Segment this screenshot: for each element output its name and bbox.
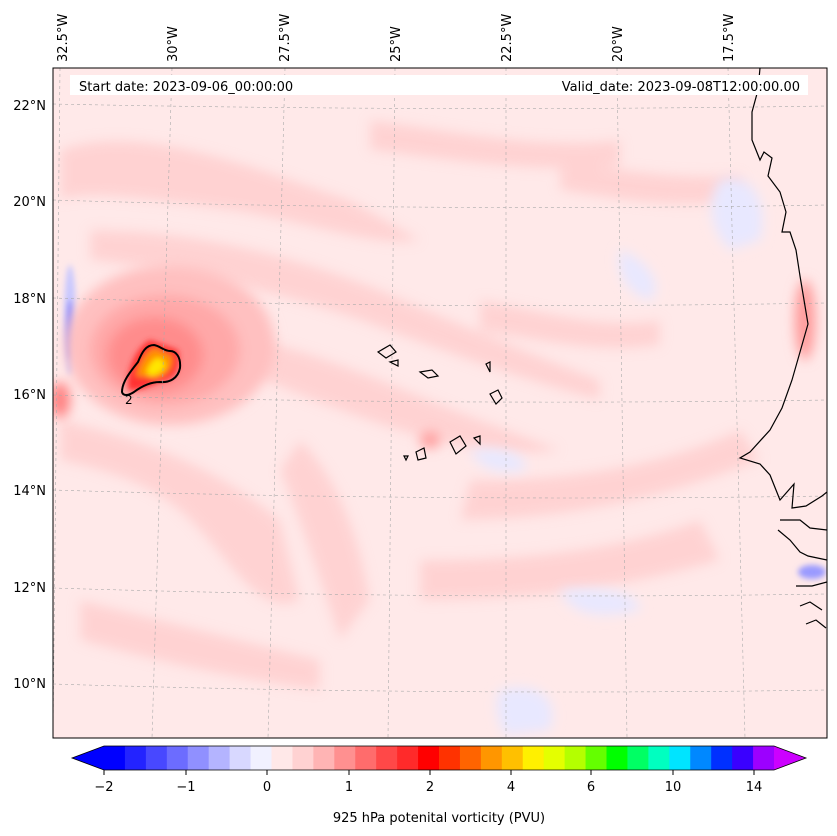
colorbar-segment <box>104 746 126 770</box>
colorbar-tick-label: 14 <box>746 780 763 795</box>
colorbar-segment <box>732 746 754 770</box>
colorbar-segment <box>439 746 461 770</box>
colorbar-segment <box>669 746 691 770</box>
lon-tick-label: 20°W <box>611 26 626 62</box>
cape-verde-islands <box>376 344 503 462</box>
colorbar-segment <box>418 746 440 770</box>
colorbar-high-extend <box>774 746 806 770</box>
colorbar-segment <box>564 746 587 770</box>
map-frame <box>52 67 828 739</box>
colorbar-segment <box>145 746 168 770</box>
colorbar-segment <box>543 746 566 770</box>
pv-field <box>53 120 826 735</box>
colorbar-segment <box>522 746 545 770</box>
colorbar-ticks: −2 −1 0 1 2 4 6 10 14 <box>94 770 762 795</box>
lon-tick-label: 32.5°W <box>56 14 71 62</box>
colorbar-segment <box>606 746 628 770</box>
colorbar-segment <box>187 746 210 770</box>
colorbar-segment <box>459 746 482 770</box>
colorbar-segment <box>229 746 252 770</box>
colorbar-segment <box>711 746 733 770</box>
colorbar-segment <box>250 746 272 770</box>
colorbar-tick-label: 0 <box>263 780 271 795</box>
map-panel: Start date: 2023-09-06_00:00:00 Valid_da… <box>13 14 828 739</box>
lat-tick-label: 16°N <box>13 388 46 403</box>
coastlines <box>376 68 827 629</box>
lon-tick-label: 17.5°W <box>722 14 737 62</box>
lat-tick-label: 18°N <box>13 292 46 307</box>
pv-light-bands <box>60 120 760 690</box>
latitude-axis: 22°N 20°N 18°N 16°N 14°N 12°N 10°N <box>13 99 46 692</box>
lat-tick-label: 12°N <box>13 581 46 596</box>
colorbar-segment <box>208 746 231 770</box>
africa-coastline <box>738 68 827 509</box>
colorbar-tick-label: 10 <box>665 780 682 795</box>
colorbar-segment <box>690 746 712 770</box>
colorbar-segment <box>501 746 524 770</box>
colorbar-segment <box>480 746 503 770</box>
colorbar-segment <box>753 746 775 770</box>
colorbar-label: 925 hPa potenital vorticity (PVU) <box>333 811 545 826</box>
colorbar-segment <box>376 746 398 770</box>
colorbar-segments <box>104 746 775 770</box>
colorbar-segment <box>355 746 377 770</box>
guinea-coastline <box>777 519 827 629</box>
lat-tick-label: 10°N <box>13 677 46 692</box>
colorbar-tick-label: 2 <box>426 780 434 795</box>
lon-tick-label: 27.5°W <box>278 14 293 62</box>
lat-tick-label: 22°N <box>13 99 46 114</box>
colorbar-segment <box>585 746 607 770</box>
contour-value-label: 2 <box>125 393 133 407</box>
colorbar-segment <box>334 746 356 770</box>
colorbar-tick-label: −1 <box>176 780 195 795</box>
lon-tick-label: 22.5°W <box>500 14 515 62</box>
colorbar-segment <box>166 746 189 770</box>
colorbar-tick-label: 1 <box>345 780 353 795</box>
start-date-label: Start date: 2023-09-06_00:00:00 <box>79 80 293 95</box>
colorbar-segment <box>271 746 293 770</box>
colorbar-tick-label: 6 <box>587 780 595 795</box>
colorbar-segment <box>627 746 649 770</box>
colorbar-segment <box>397 746 419 770</box>
lon-tick-label: 25°W <box>389 26 404 62</box>
colorbar-segment <box>292 746 314 770</box>
valid-date-label: Valid_date: 2023-09-08T12:00:00.00 <box>562 80 800 95</box>
lat-tick-label: 14°N <box>13 484 46 499</box>
pv-negative-patches <box>470 178 763 735</box>
colorbar-segment <box>124 746 147 770</box>
pv-2-contour <box>120 343 182 396</box>
lat-tick-label: 20°N <box>13 195 46 210</box>
colorbar: −2 −1 0 1 2 4 6 10 14 925 hPa potenital … <box>70 745 808 826</box>
colorbar-low-extend <box>72 746 104 770</box>
pv-storm-core <box>128 340 180 391</box>
colorbar-segment <box>648 746 670 770</box>
colorbar-tick-label: −2 <box>94 780 113 795</box>
lon-tick-label: 30°W <box>166 26 181 62</box>
longitude-axis: 32.5°W 30°W 27.5°W 25°W 22.5°W 20°W 17.5… <box>56 14 737 62</box>
colorbar-segment <box>313 746 335 770</box>
graticule <box>53 68 827 738</box>
header-bar <box>70 75 808 95</box>
colorbar-tick-label: 4 <box>507 780 515 795</box>
